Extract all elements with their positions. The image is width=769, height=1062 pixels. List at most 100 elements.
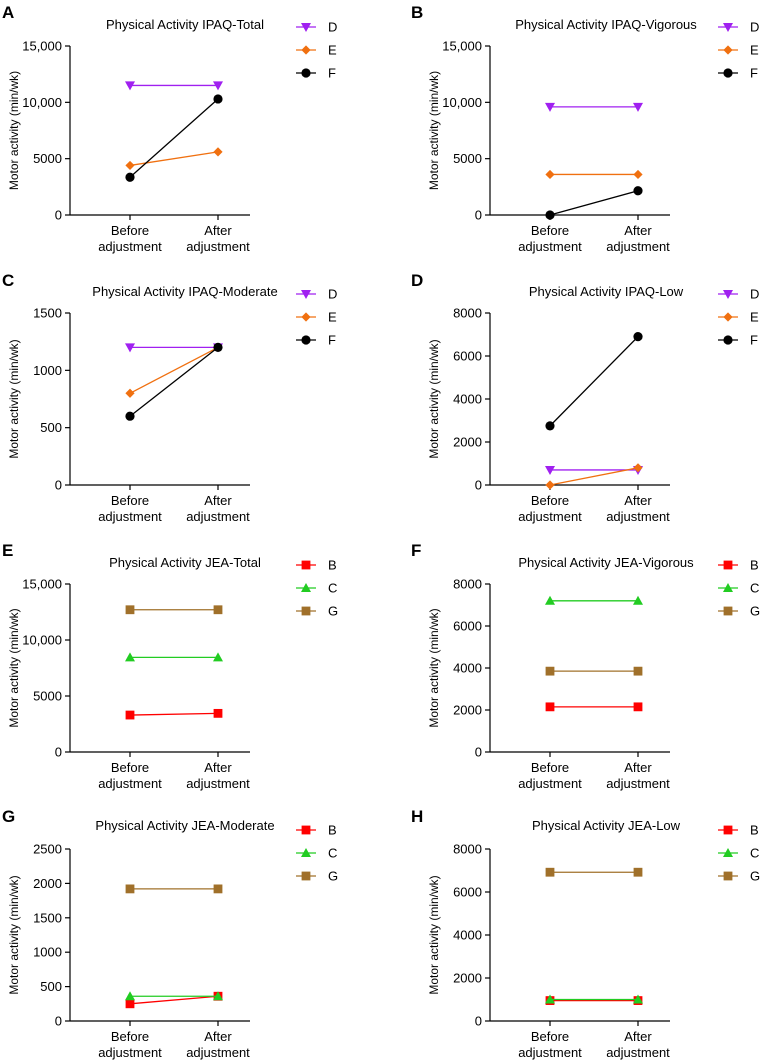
series-e-point: [125, 160, 135, 171]
legend-label: F: [750, 333, 758, 348]
legend-marker: [301, 23, 311, 32]
chart-title: Physical Activity IPAQ-Moderate: [92, 284, 277, 299]
chart-title: Physical Activity JEA-Total: [109, 555, 261, 570]
panel-a: A Physical Activity IPAQ-Total 0 5000 10,000…: [2, 3, 337, 254]
legend-label: B: [328, 558, 337, 573]
series-c-point: [125, 991, 135, 1001]
legend-marker: [723, 68, 733, 78]
series-d-point: [545, 102, 555, 112]
series-b-line: [129, 995, 219, 1005]
y-tick-label: 2000: [453, 971, 482, 986]
panel-g: G Physical Activity JEA-Moderate 0 500 1000 1…: [2, 807, 338, 1060]
series-c-point: [213, 652, 223, 662]
y-axis-label: Motor activity (min/wk): [427, 875, 441, 994]
y-tick-label: 5000: [33, 151, 62, 166]
series-b-point: [633, 702, 643, 712]
panel-letter: G: [2, 807, 15, 826]
y-tick-label: 4000: [453, 928, 482, 943]
panel-b: B Physical Activity IPAQ-Vigorous 0 5000 10,…: [411, 3, 759, 254]
x-tick-label: After: [204, 223, 232, 238]
x-tick-label: Before: [531, 1029, 569, 1044]
panel-c: C Physical Activity IPAQ-Moderate 0 500 1000…: [2, 271, 337, 524]
series-e-point: [633, 463, 643, 473]
y-tick-label: 0: [475, 745, 482, 760]
x-tick-label: adjustment: [98, 509, 162, 524]
series-e-line: [549, 467, 639, 486]
legend-label: B: [328, 823, 337, 838]
legend-label: E: [750, 43, 759, 58]
y-tick-label: 6000: [453, 619, 482, 634]
y-tick-label: 500: [40, 420, 62, 435]
legend-label: E: [328, 310, 337, 325]
legend-label: C: [750, 846, 759, 861]
y-tick-label: 1500: [33, 910, 62, 925]
y-tick-label: 0: [55, 208, 62, 223]
series-d-point: [213, 81, 223, 91]
legend-label: C: [750, 581, 759, 596]
y-tick-label: 8000: [453, 577, 482, 592]
y-tick-label: 0: [55, 478, 62, 493]
legend-label: E: [328, 43, 337, 58]
legend-marker: [301, 45, 311, 55]
legend-label: G: [750, 869, 760, 884]
series-f-line: [549, 190, 639, 216]
x-tick-label: Before: [531, 223, 569, 238]
x-tick-label: adjustment: [518, 239, 582, 254]
x-tick-label: adjustment: [98, 1045, 162, 1060]
x-tick-label: Before: [111, 223, 149, 238]
y-tick-label: 0: [55, 1014, 62, 1029]
series-d-point: [125, 81, 135, 91]
series-e-point: [633, 169, 643, 180]
legend-label: D: [750, 20, 759, 35]
series-f-point: [213, 342, 223, 352]
x-tick-label: adjustment: [98, 239, 162, 254]
series-d-point: [545, 465, 555, 475]
y-tick-label: 15,000: [442, 39, 482, 54]
y-tick-label: 1500: [33, 306, 62, 321]
legend-marker: [723, 23, 733, 32]
x-tick-label: Before: [111, 1029, 149, 1044]
x-tick-label: adjustment: [606, 509, 670, 524]
legend-label: C: [328, 846, 337, 861]
series-g-point: [545, 867, 555, 877]
panel-e: E Physical Activity JEA-Total 0 5000 10,000 1…: [2, 541, 338, 791]
series-g-point: [125, 884, 135, 894]
x-tick-label: After: [624, 493, 652, 508]
series-f-point: [633, 186, 643, 196]
y-tick-label: 1000: [33, 945, 62, 960]
legend-marker: [301, 871, 311, 881]
y-tick-label: 5000: [453, 151, 482, 166]
y-tick-label: 5000: [33, 689, 62, 704]
legend-marker: [301, 290, 311, 299]
x-tick-label: After: [624, 223, 652, 238]
y-axis-label: Motor activity (min/wk): [7, 875, 21, 994]
series-d-point: [125, 343, 135, 353]
legend-marker: [301, 583, 311, 592]
legend-marker: [723, 606, 733, 616]
x-tick-label: Before: [531, 760, 569, 775]
series-c-point: [633, 595, 643, 605]
legend-marker: [301, 825, 311, 835]
series-f-point: [545, 421, 555, 431]
x-tick-label: After: [204, 1029, 232, 1044]
series-d-point: [633, 102, 643, 112]
legend-label: D: [328, 287, 337, 302]
x-tick-label: adjustment: [606, 776, 670, 791]
series-e-point: [213, 147, 223, 157]
series-e-point: [545, 169, 555, 180]
series-g-point: [125, 605, 135, 615]
legend-label: G: [328, 604, 338, 619]
legend-label: B: [750, 558, 759, 573]
y-tick-label: 10,000: [442, 95, 482, 110]
x-tick-label: After: [204, 493, 232, 508]
series-f-point: [125, 411, 135, 421]
legend-marker: [301, 848, 311, 857]
series-c-point: [125, 652, 135, 662]
y-tick-label: 10,000: [22, 95, 62, 110]
y-tick-label: 0: [475, 478, 482, 493]
chart-title: Physical Activity JEA-Low: [532, 818, 681, 833]
series-g-point: [633, 666, 643, 676]
y-tick-label: 4000: [453, 661, 482, 676]
legend-marker: [301, 335, 311, 345]
legend-label: B: [750, 823, 759, 838]
